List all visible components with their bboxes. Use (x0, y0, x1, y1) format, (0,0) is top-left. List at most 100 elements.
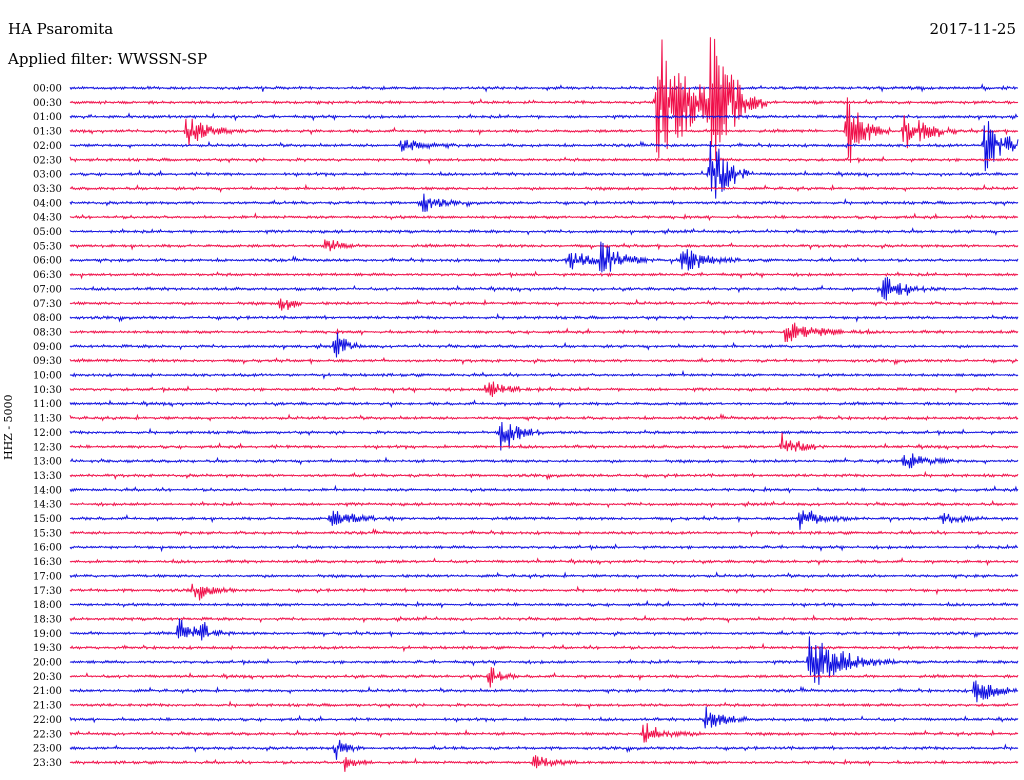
trace-line-0500 (69, 227, 1019, 236)
time-tick-label: 22:00 (33, 715, 62, 726)
time-tick-label: 03:00 (33, 170, 62, 181)
trace-line-1330 (69, 470, 1019, 481)
trace-line-0330 (69, 183, 1019, 193)
time-tick-label: 21:30 (33, 701, 62, 712)
time-tick-label: 12:00 (33, 428, 62, 439)
trace-line-0900 (69, 332, 1019, 358)
time-tick-label: 14:00 (33, 485, 62, 496)
time-tick-label: 06:00 (33, 256, 62, 267)
time-tick-label: 01:00 (33, 112, 62, 123)
time-tick-label: 04:00 (33, 198, 62, 209)
trace-line-1830 (69, 614, 1019, 624)
time-tick-label: 18:00 (33, 600, 62, 611)
time-tick-label: 03:30 (33, 184, 62, 195)
time-tick-label: 20:00 (33, 658, 62, 669)
trace-line-0630 (69, 270, 1019, 280)
trace-line-2100 (69, 680, 1019, 703)
trace-line-1900 (69, 618, 1019, 641)
time-tick-label: 21:00 (33, 686, 62, 697)
time-tick-label: 09:00 (33, 342, 62, 353)
station-title: HA Psaromita (8, 20, 114, 38)
trace-line-2230 (69, 723, 1019, 743)
trace-line-0530 (69, 239, 1019, 252)
trace-line-0600 (69, 241, 1019, 273)
time-tick-label: 07:00 (33, 284, 62, 295)
trace-line-1730 (69, 583, 1019, 601)
time-tick-label: 01:30 (33, 127, 62, 138)
time-tick-label: 16:00 (33, 543, 62, 554)
time-tick-label: 19:00 (33, 629, 62, 640)
date-label: 2017-11-25 (929, 20, 1016, 38)
trace-line-1400 (69, 484, 1019, 494)
time-tick-label: 19:30 (33, 643, 62, 654)
time-tick-label: 13:30 (33, 471, 62, 482)
time-tick-label: 20:30 (33, 672, 62, 683)
trace-line-0730 (69, 298, 1019, 311)
time-tick-label: 11:00 (33, 399, 62, 410)
time-tick-label: 08:30 (33, 327, 62, 338)
trace-line-0230 (69, 155, 1019, 165)
trace-line-0800 (69, 312, 1019, 323)
time-tick-label: 00:30 (33, 98, 62, 109)
time-tick-label: 09:30 (33, 356, 62, 367)
time-tick-label: 15:30 (33, 528, 62, 539)
trace-line-1600 (69, 543, 1019, 553)
time-tick-label: 11:30 (33, 414, 62, 425)
time-tick-label: 13:00 (33, 457, 62, 468)
trace-line-2130 (69, 700, 1019, 711)
trace-line-1000 (69, 369, 1019, 380)
time-tick-label: 22:30 (33, 729, 62, 740)
time-tick-label: 10:30 (33, 385, 62, 396)
filter-label: Applied filter: WWSSN-SP (8, 50, 208, 68)
time-tick-label: 00:00 (33, 84, 62, 95)
time-tick-label: 14:30 (33, 500, 62, 511)
time-tick-label: 16:30 (33, 557, 62, 568)
trace-line-0400 (69, 193, 1019, 212)
trace-line-1230 (69, 432, 1019, 452)
time-tick-label: 17:00 (33, 571, 62, 582)
trace-line-0300 (69, 140, 1019, 199)
trace-line-1200 (69, 421, 1019, 451)
trace-line-2330 (69, 755, 1019, 772)
trace-line-1530 (69, 527, 1019, 538)
trace-line-2030 (69, 667, 1019, 688)
time-tick-label: 08:00 (33, 313, 62, 324)
time-tick-label: 23:00 (33, 744, 62, 755)
trace-line-1130 (69, 413, 1019, 422)
time-tick-label: 07:30 (33, 299, 62, 310)
trace-line-0830 (69, 322, 1019, 342)
trace-line-0200 (69, 121, 1019, 172)
time-tick-label: 12:30 (33, 442, 62, 453)
time-tick-label: 02:00 (33, 141, 62, 152)
time-tick-label: 10:00 (33, 371, 62, 382)
trace-line-2300 (69, 739, 1019, 760)
time-tick-label: 04:30 (33, 213, 62, 224)
time-tick-label: 18:30 (33, 614, 62, 625)
trace-line-1500 (69, 510, 1019, 530)
time-tick-label: 17:30 (33, 586, 62, 597)
trace-line-0430 (69, 212, 1019, 222)
trace-line-1300 (69, 453, 1019, 469)
trace-line-1700 (69, 571, 1019, 580)
time-tick-label: 05:30 (33, 241, 62, 252)
trace-line-1630 (69, 557, 1019, 567)
time-tick-label: 23:30 (33, 758, 62, 769)
trace-line-0100 (69, 112, 1019, 122)
trace-line-1100 (69, 399, 1019, 409)
trace-line-1800 (69, 599, 1019, 609)
trace-line-2200 (69, 706, 1019, 729)
time-tick-label: 06:30 (33, 270, 62, 281)
trace-line-0030 (69, 37, 1019, 162)
trace-line-1430 (69, 499, 1019, 509)
trace-line-0700 (69, 276, 1019, 301)
trace-line-0930 (69, 356, 1019, 366)
trace-line-1930 (69, 642, 1019, 653)
trace-line-1030 (69, 381, 1019, 398)
time-tick-label: 05:00 (33, 227, 62, 238)
time-tick-label: 02:30 (33, 155, 62, 166)
time-tick-label: 15:00 (33, 514, 62, 525)
trace-line-0000 (69, 83, 1018, 93)
trace-line-2000 (69, 636, 1019, 685)
trace-line-0130 (69, 97, 1019, 163)
